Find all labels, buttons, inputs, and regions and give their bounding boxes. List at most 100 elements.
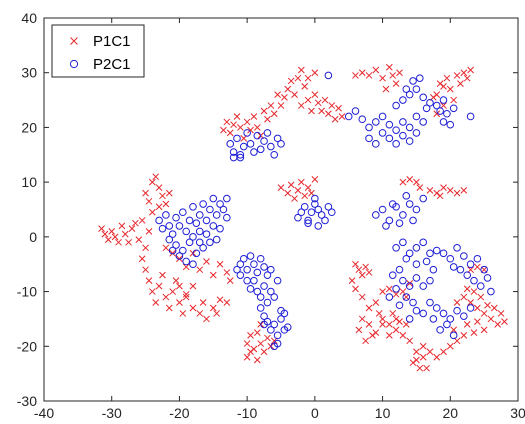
data-point-circle bbox=[402, 192, 411, 200]
data-point-x bbox=[145, 277, 153, 284]
data-point-x bbox=[440, 184, 447, 191]
data-point-x bbox=[463, 321, 471, 328]
data-point-circle bbox=[412, 306, 421, 315]
data-point-x bbox=[220, 126, 227, 134]
data-point-x bbox=[297, 178, 305, 186]
data-point-circle bbox=[439, 309, 448, 318]
data-point-circle bbox=[476, 282, 485, 290]
data-point-circle bbox=[405, 200, 414, 208]
data-point-circle bbox=[409, 216, 417, 225]
data-point-circle bbox=[436, 326, 444, 334]
data-point-circle bbox=[267, 265, 275, 274]
data-point-circle bbox=[253, 287, 262, 296]
data-point-x bbox=[121, 230, 129, 238]
data-point-x bbox=[443, 74, 451, 82]
data-point-circle bbox=[260, 320, 268, 329]
data-point-x bbox=[379, 315, 386, 323]
data-point-x bbox=[440, 83, 447, 90]
data-point-x bbox=[247, 331, 254, 339]
data-point-circle bbox=[165, 222, 174, 230]
data-point-x bbox=[453, 189, 461, 197]
data-point-circle bbox=[419, 93, 428, 102]
data-point-x bbox=[138, 217, 146, 224]
data-point-x bbox=[223, 118, 231, 126]
data-point-circle bbox=[229, 148, 238, 156]
data-point-x bbox=[189, 304, 197, 312]
data-point-x bbox=[318, 107, 325, 115]
data-point-x bbox=[358, 271, 366, 279]
data-point-circle bbox=[158, 224, 167, 233]
data-point-x bbox=[176, 255, 183, 263]
data-point-circle bbox=[263, 129, 272, 137]
data-point-x bbox=[477, 293, 485, 301]
data-point-circle bbox=[223, 213, 231, 222]
data-point-circle bbox=[449, 263, 458, 271]
data-point-circle bbox=[297, 208, 306, 217]
data-point-x bbox=[385, 321, 393, 328]
data-point-circle bbox=[260, 312, 268, 320]
data-point-x bbox=[243, 118, 251, 126]
data-point-x bbox=[406, 280, 414, 287]
data-point-x bbox=[284, 85, 292, 93]
y-tick-label: 40 bbox=[21, 10, 37, 26]
data-point-x bbox=[474, 263, 481, 271]
data-point-circle bbox=[236, 271, 245, 279]
data-point-x bbox=[169, 249, 177, 257]
data-point-x bbox=[460, 69, 468, 77]
data-point-circle bbox=[192, 249, 201, 258]
data-point-circle bbox=[206, 238, 214, 247]
data-point-x bbox=[281, 93, 288, 101]
data-point-circle bbox=[253, 268, 262, 277]
data-point-x bbox=[230, 121, 237, 129]
data-point-circle bbox=[256, 145, 265, 154]
data-point-circle bbox=[402, 293, 411, 301]
data-point-circle bbox=[409, 298, 417, 307]
y-tick-label: 30 bbox=[21, 65, 37, 81]
data-point-circle bbox=[185, 216, 194, 225]
data-point-circle bbox=[419, 309, 428, 318]
data-point-circle bbox=[192, 219, 201, 227]
data-point-x bbox=[480, 326, 488, 334]
data-point-circle bbox=[399, 276, 407, 285]
data-point-circle bbox=[250, 276, 258, 285]
plot-marks bbox=[98, 63, 508, 372]
data-point-circle bbox=[399, 238, 407, 247]
data-point-circle bbox=[443, 109, 451, 118]
data-point-x bbox=[497, 310, 505, 317]
data-point-x bbox=[111, 233, 119, 241]
data-point-x bbox=[264, 334, 271, 342]
data-point-circle bbox=[426, 298, 434, 307]
data-point-x bbox=[182, 290, 190, 298]
data-point-x bbox=[358, 315, 366, 323]
data-point-circle bbox=[168, 246, 177, 255]
data-point-circle bbox=[189, 233, 197, 241]
data-point-x bbox=[355, 326, 363, 334]
data-point-x bbox=[311, 91, 319, 98]
data-point-circle bbox=[304, 216, 312, 225]
data-point-circle bbox=[263, 271, 272, 279]
data-point-circle bbox=[365, 123, 373, 132]
data-point-circle bbox=[277, 140, 285, 148]
data-point-x bbox=[287, 77, 295, 85]
data-point-x bbox=[460, 331, 468, 339]
data-point-x bbox=[474, 318, 481, 326]
data-point-x bbox=[399, 331, 407, 339]
x-tick-label: 20 bbox=[442, 405, 458, 421]
data-point-x bbox=[196, 310, 204, 317]
data-point-x bbox=[358, 69, 366, 77]
data-point-x bbox=[392, 290, 400, 298]
data-point-circle bbox=[419, 118, 428, 126]
data-point-x bbox=[233, 113, 241, 120]
data-point-circle bbox=[439, 249, 448, 258]
data-point-x bbox=[118, 222, 126, 230]
data-point-circle bbox=[395, 219, 404, 227]
data-point-circle bbox=[243, 129, 251, 137]
data-point-circle bbox=[429, 315, 438, 323]
data-point-circle bbox=[483, 274, 492, 282]
data-point-x bbox=[148, 288, 156, 295]
data-point-circle bbox=[273, 331, 282, 340]
data-point-circle bbox=[419, 238, 428, 247]
data-point-x bbox=[470, 288, 478, 295]
data-point-circle bbox=[256, 304, 265, 312]
